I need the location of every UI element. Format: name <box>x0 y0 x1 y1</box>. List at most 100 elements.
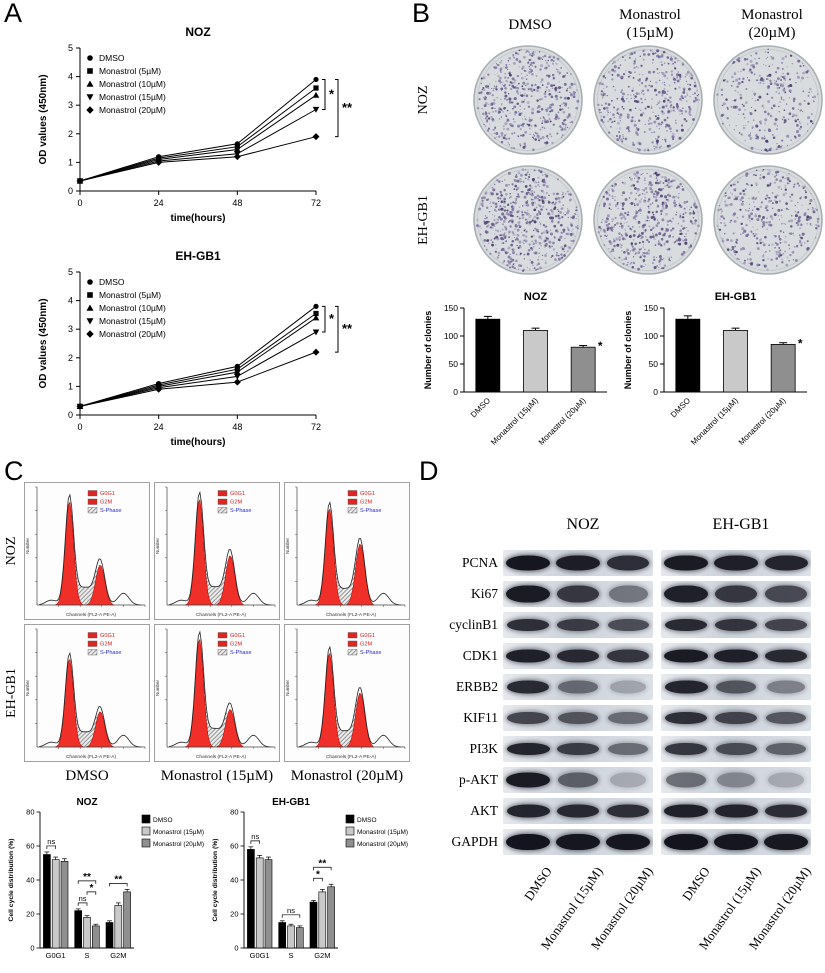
svg-text:S-Phase: S-Phase <box>100 650 121 656</box>
svg-text:1: 1 <box>68 381 73 391</box>
svg-text:100: 100 <box>444 331 458 341</box>
blot-band <box>666 772 706 787</box>
blot-band <box>714 618 758 631</box>
blot-band <box>556 649 600 662</box>
svg-text:Monastrol (15µM): Monastrol (15µM) <box>689 396 740 447</box>
protein-label: p-AKT <box>459 771 498 787</box>
svg-text:DMSO: DMSO <box>99 53 125 63</box>
grouped-bar-chart-ehgb1-cell-cycle: EH-GB1 0 20 40 60 80 Cell cycle distribution (… <box>212 797 408 960</box>
column-label-monastrol-20: Monastrol (20µM) <box>290 768 404 784</box>
svg-text:24: 24 <box>154 422 164 432</box>
svg-text:EH-GB1: EH-GB1 <box>175 249 221 263</box>
svg-text:2: 2 <box>68 353 73 363</box>
svg-text:Monastrol (5µM): Monastrol (5µM) <box>99 66 161 76</box>
svg-text:Monastrol (5µM): Monastrol (5µM) <box>99 290 161 300</box>
svg-text:EH-GB1: EH-GB1 <box>715 291 757 303</box>
svg-text:0: 0 <box>68 186 73 196</box>
svg-text:G2M: G2M <box>314 951 330 960</box>
blot-band <box>557 585 599 602</box>
blot-band <box>558 772 598 787</box>
protein-label: ERBB2 <box>455 678 498 694</box>
blot-band <box>606 804 650 817</box>
svg-text:20: 20 <box>230 910 238 919</box>
blot-band <box>606 555 650 570</box>
blot-band <box>715 711 757 724</box>
blot-band <box>715 585 757 602</box>
svg-text:24: 24 <box>154 198 164 208</box>
svg-text:G2M: G2M <box>360 642 372 648</box>
blot-row: CDK1 <box>415 641 825 670</box>
blot-band <box>558 680 598 693</box>
blot-row: ERBB2 <box>415 672 825 701</box>
blot-band <box>606 649 650 662</box>
svg-text:0: 0 <box>68 410 73 420</box>
svg-text:Number: Number <box>155 680 160 697</box>
svg-text:2: 2 <box>68 129 73 139</box>
blot-band <box>608 711 648 724</box>
svg-text:20: 20 <box>26 910 34 919</box>
svg-text:OD values (450nm): OD values (450nm) <box>38 298 49 388</box>
svg-text:Channels (FL2-A PE-A): Channels (FL2-A PE-A) <box>66 754 117 760</box>
svg-text:DMSO: DMSO <box>99 277 125 287</box>
svg-text:Channels (FL2-A PE-A): Channels (FL2-A PE-A) <box>196 754 247 760</box>
svg-text:**: ** <box>342 100 353 115</box>
lane-labels: DMSO Monastrol (15µM) Monastrol (20µM) DMSO… <box>415 858 825 972</box>
svg-text:4: 4 <box>68 72 73 82</box>
svg-text:NOZ: NOZ <box>185 25 210 39</box>
svg-text:S: S <box>288 951 293 960</box>
blot-row: p-AKT <box>415 765 825 794</box>
blot-strip-ehgb1 <box>661 828 811 855</box>
blot-row: cyclinB1 <box>415 610 825 639</box>
svg-text:S-Phase: S-Phase <box>360 508 381 514</box>
blot-band <box>608 585 648 602</box>
blot-band <box>507 711 549 724</box>
blot-band <box>664 742 708 755</box>
blot-band <box>766 742 806 755</box>
svg-text:Channels (FL2-A PE-A): Channels (FL2-A PE-A) <box>326 612 377 618</box>
svg-text:40: 40 <box>230 876 238 885</box>
blot-row: PCNA <box>415 548 825 577</box>
svg-text:48: 48 <box>232 422 242 432</box>
blot-band <box>506 680 550 693</box>
blot-band <box>664 680 708 693</box>
blot-band <box>664 555 708 570</box>
svg-text:Monastrol (20µM): Monastrol (20µM) <box>537 396 588 447</box>
svg-text:*: * <box>329 311 335 326</box>
svg-text:0: 0 <box>234 944 238 953</box>
panel-a: A NOZ 0 1 2 3 4 5 0 24 48 72 time(hours) OD values (… <box>0 0 408 458</box>
flow-histogram: Channels (FL2-A PE-A) Number G0G1 G2M S-Phas… <box>24 624 150 762</box>
svg-text:NOZ: NOZ <box>524 291 548 303</box>
svg-text:G0G1: G0G1 <box>46 951 66 960</box>
svg-text:time(hours): time(hours) <box>171 437 226 448</box>
svg-text:Monastrol (10µM): Monastrol (10µM) <box>99 79 166 89</box>
svg-text:72: 72 <box>311 422 321 432</box>
svg-text:Monastrol (20µM): Monastrol (20µM) <box>153 841 204 848</box>
blot-band <box>557 711 599 724</box>
flow-histogram: Channels (FL2-A PE-A) Number G0G1 G2M S-Phas… <box>284 482 410 620</box>
line-chart-ehgb1-proliferation: EH-GB1 0 1 2 3 4 5 0 24 48 72 time(hours) OD values … <box>38 249 353 448</box>
row-label-ehgb1: EH-GB1 <box>4 668 19 718</box>
svg-text:**: ** <box>83 872 91 883</box>
svg-text:G0G1: G0G1 <box>360 491 375 497</box>
blot-band <box>714 833 758 850</box>
blot-band <box>506 618 550 631</box>
svg-text:Monastrol (15µM): Monastrol (15µM) <box>489 396 540 447</box>
blot-band <box>664 649 708 662</box>
flow-histogram: Channels (FL2-A PE-A) Number G0G1 G2M S-Phas… <box>284 624 410 762</box>
blot-strip-noz <box>503 642 653 669</box>
svg-text:Monastrol (20µM): Monastrol (20µM) <box>99 329 166 339</box>
svg-text:60: 60 <box>230 842 238 851</box>
svg-text:5: 5 <box>68 43 73 53</box>
blot-band <box>556 833 600 850</box>
svg-text:50: 50 <box>449 359 459 369</box>
blot-strip-noz <box>503 580 653 607</box>
blot-band <box>767 772 805 787</box>
column-label-monastrol-15: Monastrol (15µM) <box>160 768 274 784</box>
blot-band <box>714 649 758 662</box>
svg-text:**: ** <box>318 858 326 869</box>
blot-band <box>715 680 757 693</box>
svg-text:Number of clonies: Number of clonies <box>623 311 633 390</box>
svg-text:G0G1: G0G1 <box>100 491 115 497</box>
